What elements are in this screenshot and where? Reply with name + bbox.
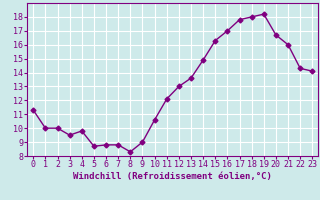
X-axis label: Windchill (Refroidissement éolien,°C): Windchill (Refroidissement éolien,°C) (73, 172, 272, 181)
